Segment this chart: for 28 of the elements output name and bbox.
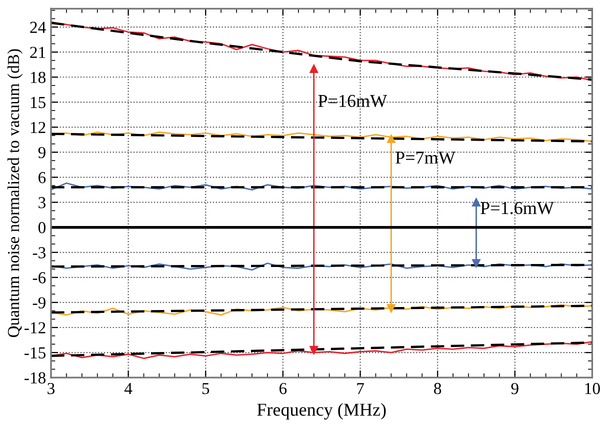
y-tick-label: -12 [24,322,46,334]
annotation: P=7mW [396,152,456,164]
annotation: P=1.6mW [480,202,554,214]
y-tick-label: -18 [24,372,46,384]
y-tick-label: 9 [38,146,46,158]
y-tick-label: -9 [32,297,46,308]
y-tick-label: 6 [38,172,46,184]
x-tick-label: 9 [511,382,518,394]
y-tick-label: 15 [30,96,46,108]
y-tick-label: 3 [38,197,46,208]
y-tick-label: -3 [32,247,46,258]
x-axis-title: Frequency (MHz) [257,403,386,420]
x-tick-label: 3 [48,382,55,394]
x-tick-label: 6 [279,382,287,394]
y-tick-label: 12 [30,122,46,133]
y-tick-label: 0 [38,222,46,234]
x-tick-label: 5 [202,383,210,394]
y-axis-title: Quantum noise normalized to vacuum (dB) [7,49,23,338]
y-tick-label: -15 [24,347,46,358]
x-tick-label: 4 [124,383,132,394]
y-tick-label: 18 [30,72,46,84]
x-tick-label: 8 [434,382,442,394]
x-tick-label: 7 [357,383,364,394]
annotation: P=16mW [318,94,388,108]
y-tick-label: 21 [30,46,46,58]
y-tick-label: 24 [30,22,46,33]
x-tick-label: 10 [585,382,600,394]
y-tick-label: -6 [32,272,46,284]
